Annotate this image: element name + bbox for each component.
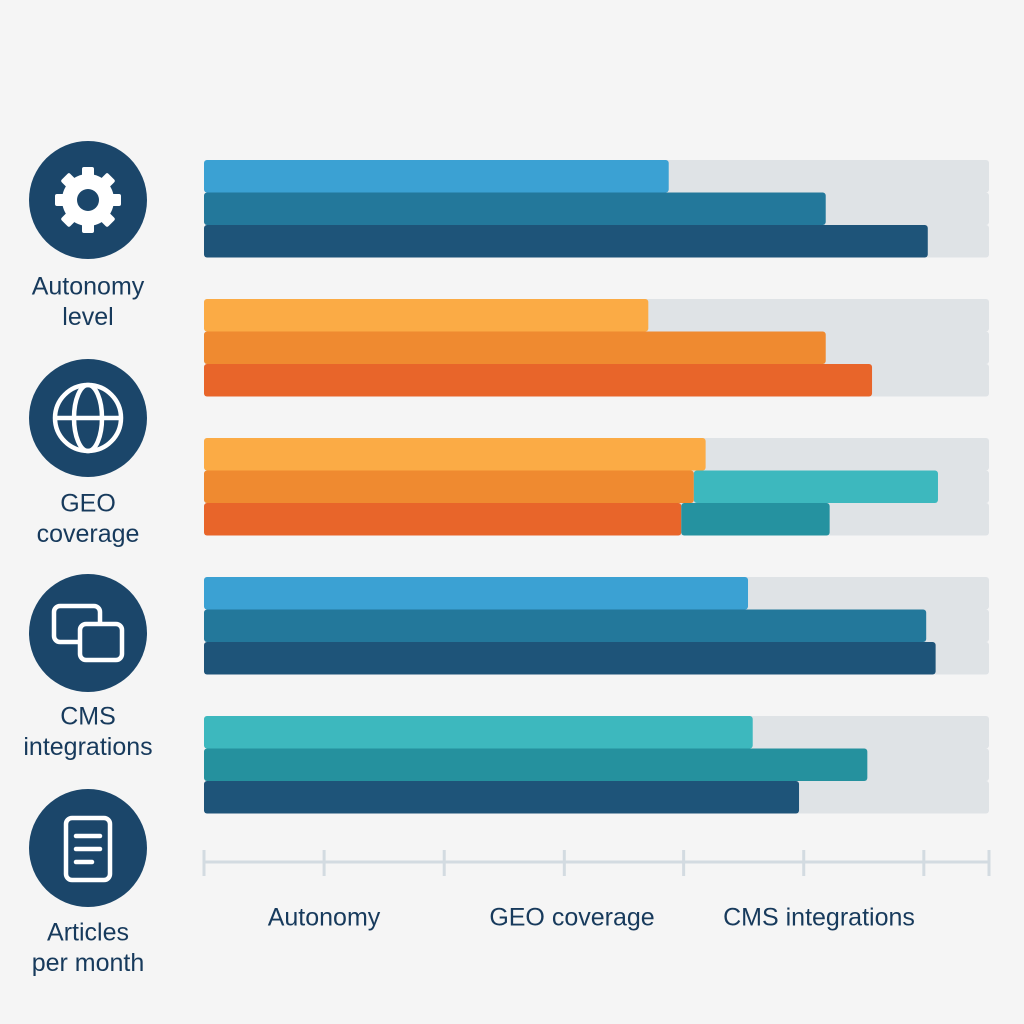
bar [204, 503, 682, 536]
bar [204, 160, 669, 193]
icons [29, 141, 147, 907]
row-label: level [62, 303, 113, 331]
row-label: Articles [47, 919, 129, 947]
globe-icon [29, 359, 147, 477]
x-axis-label: GEO coverage [489, 904, 654, 932]
bar [204, 331, 826, 364]
row-label: CMS [60, 703, 116, 731]
bar [204, 716, 753, 749]
bar [204, 192, 826, 225]
bar [204, 577, 749, 610]
row-label: per month [32, 949, 145, 977]
x-axis-label: Autonomy [268, 904, 381, 932]
row-label: integrations [23, 733, 152, 761]
bar [204, 364, 873, 397]
windows-icon [29, 574, 147, 692]
gear-icon [29, 141, 147, 259]
row-label: GEO [60, 490, 116, 518]
bar [204, 781, 800, 814]
x-axis-label: CMS integrations [723, 904, 915, 932]
document-icon [29, 789, 147, 907]
bar [204, 609, 927, 642]
bar [204, 642, 936, 675]
bar [204, 438, 706, 471]
bar [693, 470, 938, 503]
bar [204, 748, 868, 781]
bar [681, 503, 830, 536]
row-label: coverage [37, 520, 140, 548]
row-label: Autonomy [32, 273, 145, 301]
bar [204, 225, 928, 258]
bar [204, 299, 649, 332]
bar [204, 470, 694, 503]
